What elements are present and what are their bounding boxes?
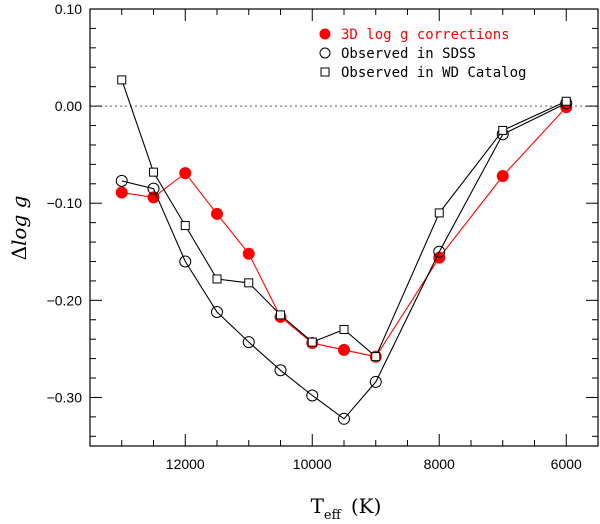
x-axis-title-main: T bbox=[311, 494, 325, 518]
data-point-3d bbox=[211, 207, 223, 220]
data-point-wd bbox=[212, 274, 222, 284]
data-point-sdss bbox=[274, 364, 287, 377]
legend-marker-sdss bbox=[319, 47, 331, 59]
data-point-wd bbox=[339, 324, 349, 334]
data-point-wd bbox=[244, 278, 254, 288]
y-tick-label: −0.20 bbox=[47, 292, 83, 308]
data-point-sdss bbox=[369, 375, 382, 388]
data-point-sdss bbox=[115, 174, 128, 187]
data-point-wd bbox=[149, 167, 158, 177]
legend-label-sdss: Observed in SDSS bbox=[341, 46, 476, 62]
data-point-3d bbox=[496, 170, 509, 183]
data-point-wd bbox=[276, 310, 285, 320]
data-point-wd bbox=[371, 352, 381, 362]
data-point-sdss bbox=[211, 305, 223, 318]
data-point-sdss bbox=[179, 255, 192, 268]
series-line-2 bbox=[121, 79, 567, 358]
legend-marker-wd bbox=[320, 67, 330, 77]
data-point-sdss bbox=[306, 389, 319, 402]
data-point-wd bbox=[117, 75, 127, 85]
data-point-3d bbox=[115, 186, 128, 199]
x-tick-label: 6000 bbox=[551, 456, 582, 472]
data-point-sdss bbox=[242, 336, 255, 349]
y-tick-label: −0.10 bbox=[47, 195, 83, 211]
data-point-3d bbox=[338, 343, 350, 356]
legend-label-3d: 3D log g corrections bbox=[341, 27, 510, 43]
data-point-wd bbox=[498, 125, 508, 135]
x-axis-title: Teff (K) bbox=[311, 494, 382, 523]
series-layer bbox=[115, 75, 573, 425]
y-tick-label: 0.00 bbox=[55, 98, 82, 114]
data-point-wd bbox=[307, 337, 317, 347]
data-point-3d bbox=[242, 247, 255, 260]
series-line-0 bbox=[121, 106, 567, 358]
x-tick-label: 8000 bbox=[424, 456, 455, 472]
legend-label-wd: Observed in WD Catalog bbox=[341, 65, 526, 81]
data-point-3d bbox=[179, 167, 192, 180]
y-tick-label: 0.10 bbox=[55, 1, 82, 17]
y-axis-title-main: log g bbox=[7, 196, 31, 246]
data-point-sdss bbox=[147, 182, 160, 195]
legend: 3D log g corrections Observed in SDSS Ob… bbox=[319, 27, 526, 81]
ticks-layer: 12000 10000 8000 6000 0.10 0.00 −0.10 −0.20 −0.3… bbox=[47, 1, 599, 472]
y-axis-title: Δlog g bbox=[7, 196, 31, 261]
x-tick-label: 12000 bbox=[166, 456, 205, 472]
data-point-sdss bbox=[433, 245, 446, 258]
y-axis-title-prefix: Δ bbox=[7, 246, 31, 260]
data-point-wd bbox=[561, 96, 571, 106]
legend-marker-3d bbox=[319, 28, 331, 40]
plot-frame bbox=[89, 8, 599, 447]
data-point-sdss bbox=[338, 412, 350, 425]
x-tick-label: 10000 bbox=[293, 456, 332, 472]
data-point-wd bbox=[180, 221, 190, 231]
x-axis-title-sub: eff bbox=[324, 508, 343, 523]
data-point-wd bbox=[434, 208, 444, 218]
series-line-1 bbox=[121, 102, 567, 420]
x-axis-title-unit: (K) bbox=[351, 494, 382, 518]
y-tick-label: −0.30 bbox=[47, 389, 83, 405]
